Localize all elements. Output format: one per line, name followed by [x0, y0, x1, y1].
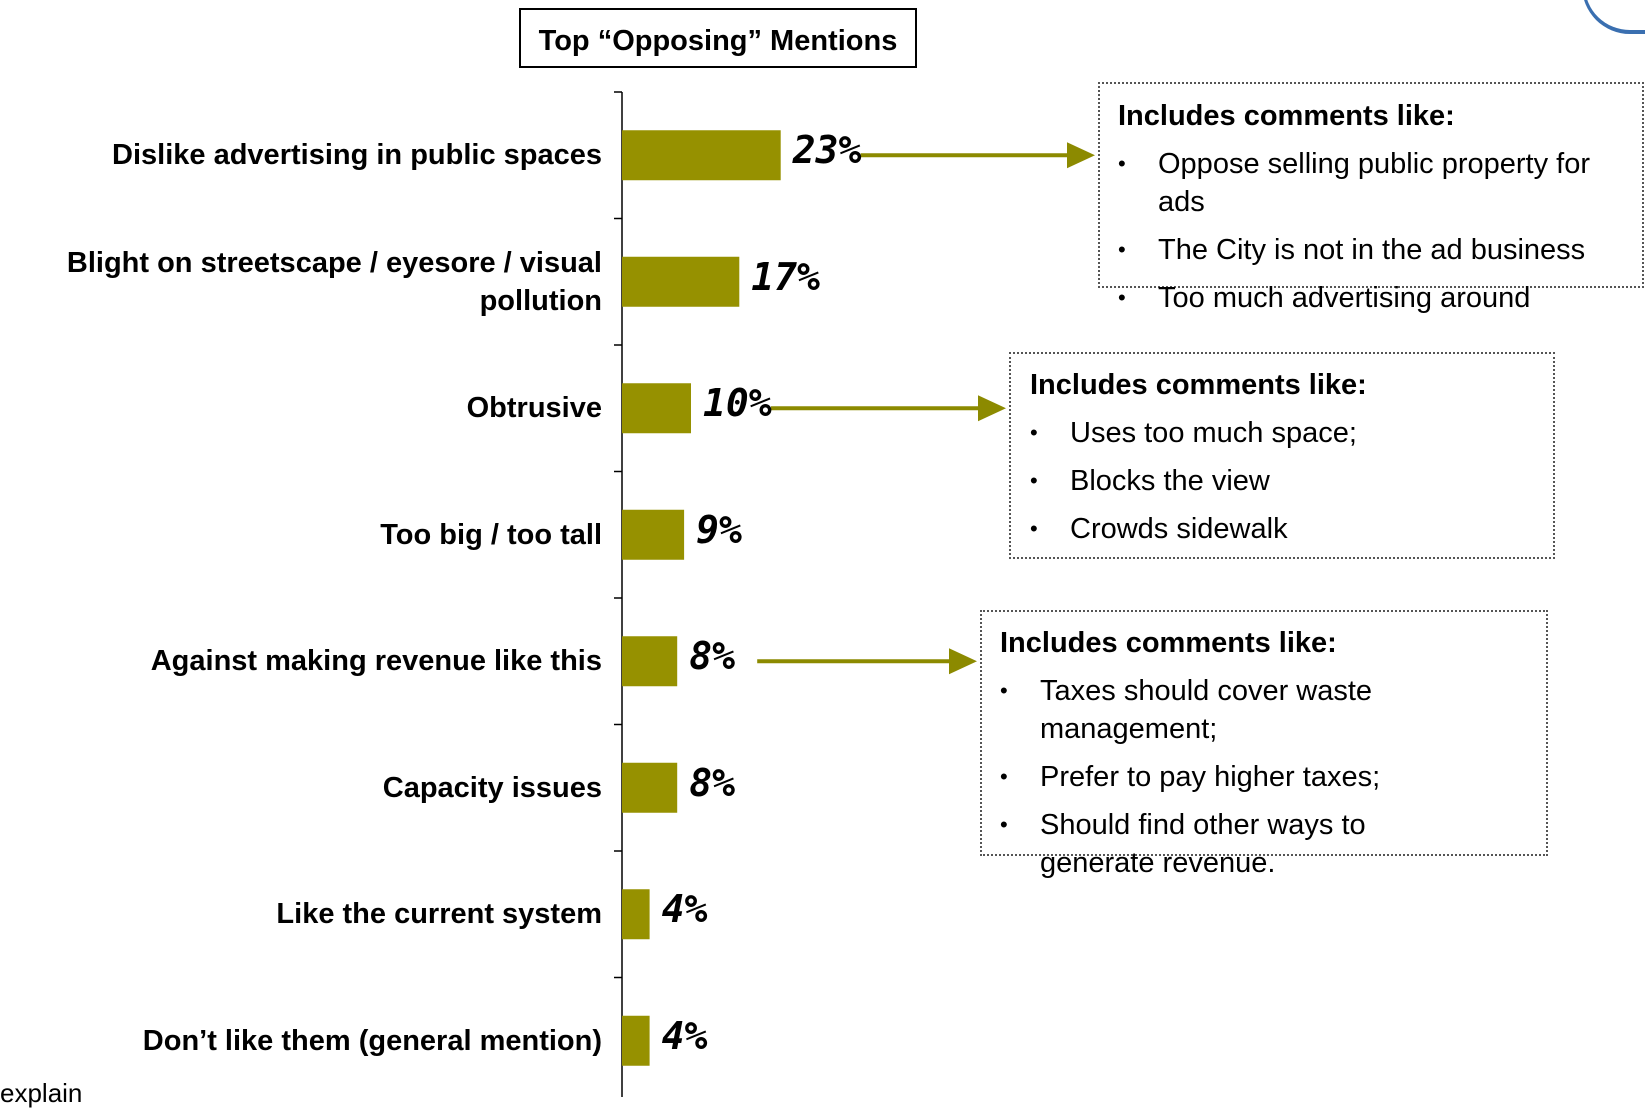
bar	[622, 509, 685, 560]
bullet-icon: •	[1118, 237, 1126, 262]
category-label: Against making revenue like this	[150, 645, 602, 678]
category-label: Blight on streetscape / eyesore / visual…	[66, 246, 602, 317]
bullet-icon: •	[1030, 468, 1038, 493]
value-label: 4%	[661, 1013, 708, 1058]
callout-item: • Uses too much space;	[1030, 414, 1530, 452]
callout-item: • Oppose selling public property for ads	[1118, 145, 1618, 221]
bullet-icon: •	[1030, 516, 1038, 541]
footer-text: explain	[0, 1078, 83, 1108]
callout-revenue: Includes comments like: • Taxes should co…	[1000, 624, 1470, 892]
bar	[622, 636, 678, 687]
bar	[622, 889, 650, 940]
callout-item: • Blocks the view	[1030, 462, 1530, 500]
callout-heading: Includes comments like:	[1118, 100, 1455, 132]
category-label: Like the current system	[276, 898, 602, 931]
bullet-icon: •	[1030, 420, 1038, 445]
bullet-icon: •	[1000, 764, 1008, 789]
callout-item: • The City is not in the ad business	[1118, 231, 1618, 269]
category-label: Don’t like them (general mention)	[142, 1024, 602, 1057]
bar	[622, 130, 781, 181]
arrow-head-icon	[949, 648, 977, 675]
bullet-icon: •	[1118, 151, 1126, 176]
callout-item: • Too much advertising around	[1118, 279, 1618, 317]
value-label: 10%	[703, 381, 772, 426]
callout-obtrusive: Includes comments like: • Uses too much s…	[1030, 366, 1530, 558]
chart-title-box	[519, 8, 917, 68]
callout-advertising: Includes comments like: • Oppose selling …	[1118, 97, 1618, 327]
arrow-head-icon	[1067, 142, 1095, 169]
chart-title: Top “Opposing” Mentions	[538, 25, 898, 57]
bar	[622, 1015, 650, 1066]
category-label: Capacity issues	[382, 771, 602, 804]
category-label: Dislike advertising in public spaces	[112, 139, 602, 172]
callout-heading: Includes comments like:	[1000, 627, 1337, 659]
bullet-icon: •	[1000, 678, 1008, 703]
value-label: 23%	[792, 128, 862, 173]
bullet-icon: •	[1000, 812, 1008, 837]
value-label: 4%	[661, 887, 708, 932]
callout-item: • Should find other ways to generate reve…	[1000, 806, 1470, 882]
callout-box-obtrusive	[1009, 352, 1555, 559]
bar	[622, 762, 678, 813]
bar	[622, 383, 691, 434]
bar	[622, 256, 740, 307]
callout-item: • Prefer to pay higher taxes;	[1000, 758, 1470, 796]
callout-item: • Crowds sidewalk	[1030, 510, 1530, 548]
arrow-head-icon	[978, 395, 1006, 422]
value-label: 8%	[689, 760, 735, 805]
category-label: Too big / too tall	[380, 518, 602, 551]
callout-box-revenue	[980, 610, 1548, 856]
callout-item: • Taxes should cover waste management;	[1000, 672, 1470, 748]
value-label: 8%	[689, 634, 735, 679]
bullet-icon: •	[1118, 285, 1126, 310]
category-label: Obtrusive	[466, 392, 602, 425]
value-label: 17%	[751, 254, 820, 299]
callout-box-advertising	[1098, 82, 1644, 288]
callout-heading: Includes comments like:	[1030, 369, 1367, 401]
value-label: 9%	[696, 507, 742, 552]
